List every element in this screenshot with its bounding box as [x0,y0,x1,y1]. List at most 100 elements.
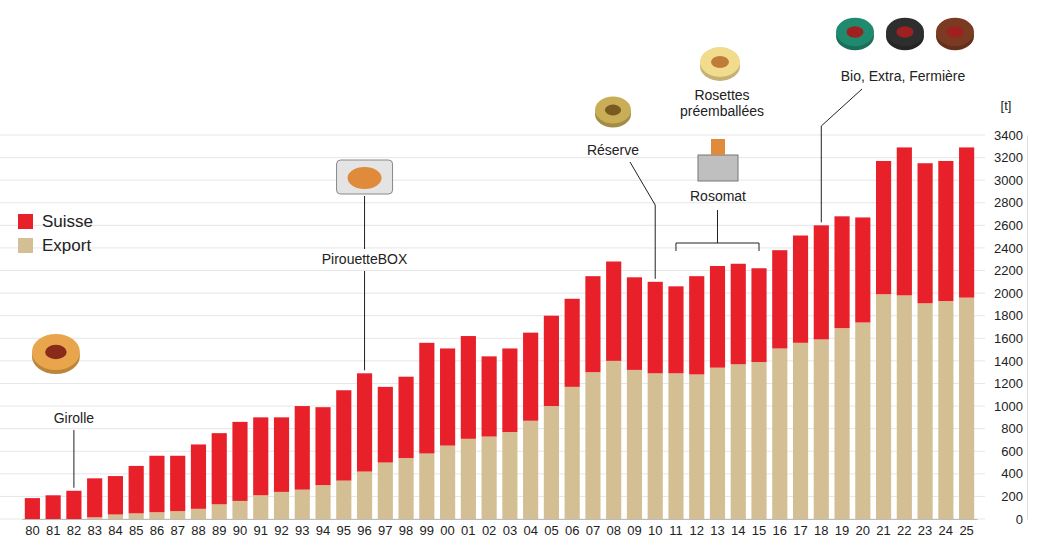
tick: 11 [669,519,683,538]
tick-label: 13 [710,523,724,538]
bar [523,421,538,519]
tick-label: 89 [212,523,226,538]
bar [315,485,330,519]
icon-shape [700,47,740,77]
bar [606,361,621,519]
tick: 200 [1001,489,1027,504]
bar [544,406,559,519]
tick: 08 [606,519,620,538]
tick: 82 [67,519,81,538]
tick: 14 [731,519,745,538]
legend-label: Export [42,236,91,255]
bar [87,478,102,517]
bar [772,348,787,519]
tick-label: 14 [731,523,745,538]
bar [648,282,663,373]
bar [876,161,891,294]
tick: 2200 [994,263,1027,278]
bar [731,264,746,365]
tick: 3200 [994,150,1027,165]
bar [191,444,206,508]
tick: 85 [129,519,143,538]
tick-label: 1600 [994,331,1023,346]
leader-line [364,196,365,249]
icon-shape [605,105,621,116]
leader-line [630,162,655,279]
bar [212,433,227,504]
bar [959,298,974,519]
tick: 1800 [994,308,1027,323]
tick-label: 00 [440,523,454,538]
tick-label: 90 [233,523,247,538]
bar [398,377,413,458]
leader-line [73,430,74,488]
tick: 02 [482,519,496,538]
bar [959,147,974,297]
bar [170,456,185,511]
icon-shape [595,97,631,124]
tick: 1200 [994,376,1027,391]
bar [502,432,517,519]
tick: 13 [710,519,724,538]
bar [315,407,330,485]
tick: 22 [897,519,911,538]
tick-label: 1000 [994,399,1023,414]
tick-label: 24 [939,523,953,538]
bar [627,370,642,519]
tick: 86 [150,519,164,538]
bar [336,481,351,519]
icon-shape [896,26,913,37]
tick-label: 06 [565,523,579,538]
tick-label: 85 [129,523,143,538]
tick: 99 [420,519,434,538]
axis-line [23,519,978,520]
bar [129,466,144,513]
bar [627,277,642,370]
bar [731,364,746,519]
annotation: Rosettespréemballées [680,87,764,119]
grid-line [0,202,985,203]
tick: 94 [316,519,330,538]
tick-label: 07 [586,523,600,538]
tick: 06 [565,519,579,538]
tick: 07 [586,519,600,538]
tick-label: 2000 [994,286,1023,301]
tick: 600 [1001,444,1027,459]
tick: 2600 [994,218,1027,233]
tick-label: 11 [669,523,683,538]
tick-label: 83 [87,523,101,538]
bar [855,322,870,519]
tick-label: 200 [1001,489,1023,504]
tick-label: 0 [1016,512,1023,527]
leader-line [717,210,718,243]
bar [793,343,808,519]
annotation: Réserve [587,142,639,158]
bar [253,495,268,519]
bar [585,276,600,372]
tick-label: 05 [544,523,558,538]
icon-shape [337,160,393,194]
bar [689,276,704,374]
tick-label: 25 [959,523,973,538]
tick-label: 1400 [994,354,1023,369]
bar [855,217,870,322]
grid-line [0,157,985,158]
tick: 03 [503,519,517,538]
bar [357,472,372,519]
bar [793,236,808,343]
tick: 88 [191,519,205,538]
bar [46,495,61,519]
bar [834,328,849,519]
bar [378,463,393,519]
leader-line [821,89,862,222]
icon [337,160,393,194]
bar [689,374,704,519]
tick-label: 01 [461,523,475,538]
tick-label: 02 [482,523,496,538]
bar [751,268,766,362]
bar [440,446,455,519]
bar [710,266,725,368]
bar [378,387,393,463]
bar [565,299,580,387]
tick: 05 [544,519,558,538]
